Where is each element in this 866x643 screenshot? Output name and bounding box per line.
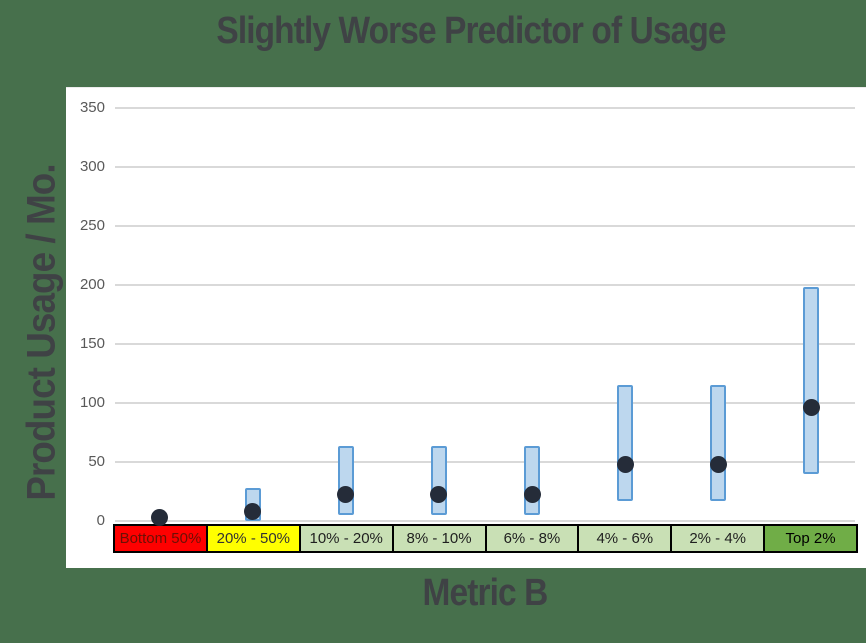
y-tick-label: 250 [79, 216, 105, 234]
gridline [115, 520, 855, 523]
category-cell: 20% - 50% [205, 526, 299, 551]
category-row: Bottom 50% 20% - 50% 10% - 20% 8% - 10% 6% -… [113, 524, 858, 553]
median-dot [802, 399, 820, 417]
gridline [115, 283, 855, 286]
category-cell: Bottom 50% [115, 526, 206, 551]
gridline [115, 402, 855, 405]
category-cell: 6% - 8% [484, 526, 578, 551]
y-tick-label: 200 [79, 275, 105, 293]
gridline [115, 165, 855, 168]
y-tick-label: 300 [79, 157, 105, 175]
range-bar [524, 445, 541, 516]
y-tick-label: 150 [79, 335, 105, 353]
median-dot [523, 485, 541, 503]
category-cell: 4% - 6% [577, 526, 671, 551]
category-cell: 8% - 10% [391, 526, 485, 551]
chart-title: Slightly Worse Predictor of Usage [216, 10, 726, 52]
x-axis-title: Metric B [422, 572, 549, 614]
category-cell: 10% - 20% [298, 526, 392, 551]
median-dot [709, 456, 727, 473]
category-cell: 2% - 4% [670, 526, 764, 551]
median-dot [244, 503, 262, 521]
range-bar [430, 445, 447, 516]
range-bar [617, 385, 634, 502]
median-dot [337, 485, 355, 503]
range-bar [337, 445, 354, 516]
plot-area [66, 87, 866, 568]
y-tick-label: 350 [79, 98, 105, 116]
gridline [115, 461, 855, 464]
gridline [115, 224, 855, 227]
y-tick-label: 50 [88, 453, 105, 471]
median-dot [151, 509, 169, 527]
range-bar [803, 287, 820, 474]
median-dot [430, 485, 448, 503]
y-axis-title: Product Usage / Mo. [19, 164, 64, 501]
gridline [115, 343, 855, 346]
range-bar [710, 385, 727, 502]
category-cell: Top 2% [763, 526, 856, 551]
median-dot [616, 456, 634, 473]
y-tick-label: 0 [96, 512, 105, 530]
gridline [115, 106, 855, 109]
y-tick-label: 100 [79, 394, 105, 412]
